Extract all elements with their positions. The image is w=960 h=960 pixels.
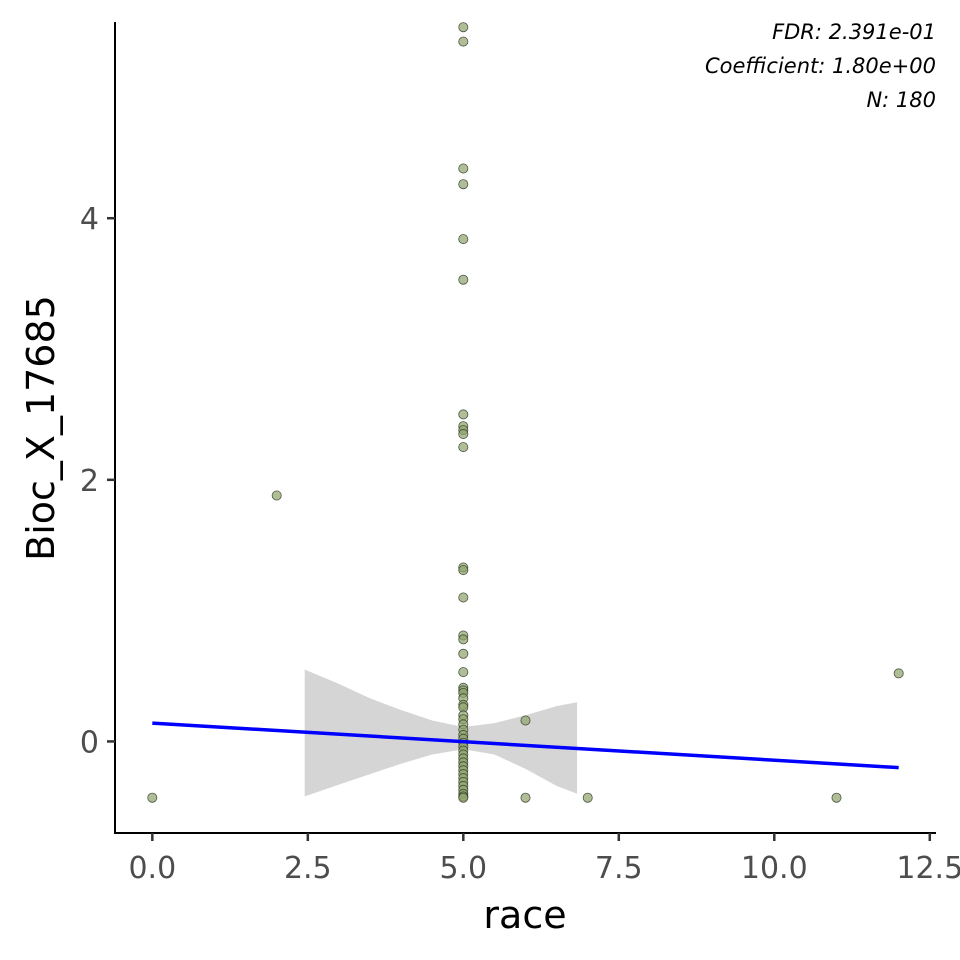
x-ticks-layer: 0.0 2.5 5.0 7.5 10.0 12.5: [128, 833, 960, 886]
data-point: [458, 565, 469, 576]
data-point: [147, 792, 158, 803]
data-point: [458, 667, 469, 678]
data-point: [458, 179, 469, 190]
data-point: [458, 22, 469, 33]
data-point: [582, 792, 593, 803]
x-tick-label: 2.5: [284, 851, 332, 886]
x-tick-label: 7.5: [595, 851, 643, 886]
data-point: [458, 442, 469, 453]
data-points-layer: [147, 22, 904, 803]
data-point: [458, 274, 469, 285]
x-tick-label: 0.0: [128, 851, 176, 886]
fit-line-layer: [152, 721, 899, 770]
axes-layer: [114, 22, 936, 834]
data-point: [520, 715, 531, 726]
data-point: [458, 36, 469, 47]
data-point: [458, 592, 469, 603]
data-point: [458, 634, 469, 645]
y-tick-label: 4: [80, 202, 99, 237]
data-point: [458, 428, 469, 439]
data-point: [458, 648, 469, 659]
y-tick-label: 0: [80, 725, 99, 760]
y-tick-label: 2: [80, 464, 99, 499]
confidence-band: [304, 669, 578, 797]
confidence-band-layer: [304, 669, 578, 797]
y-axis-title: Bioc_X_17685: [19, 295, 63, 561]
data-point: [893, 668, 904, 679]
data-point: [458, 409, 469, 420]
y-ticks-layer: 0 2 4: [80, 202, 115, 760]
data-point: [520, 792, 531, 803]
x-tick-label: 5.0: [439, 851, 487, 886]
data-point: [458, 163, 469, 174]
x-tick-label: 10.0: [741, 851, 808, 886]
data-point: [831, 792, 842, 803]
x-tick-label: 12.5: [896, 851, 960, 886]
annotation-fdr: FDR: 2.391e-01: [772, 20, 936, 44]
data-point: [271, 490, 282, 501]
annotation-coefficient: Coefficient: 1.80e+00: [705, 54, 936, 78]
data-point: [458, 234, 469, 245]
annotation-n: N: 180: [866, 88, 936, 112]
regression-line: [152, 721, 899, 770]
data-point: [458, 792, 469, 803]
x-axis-title: race: [483, 893, 566, 937]
